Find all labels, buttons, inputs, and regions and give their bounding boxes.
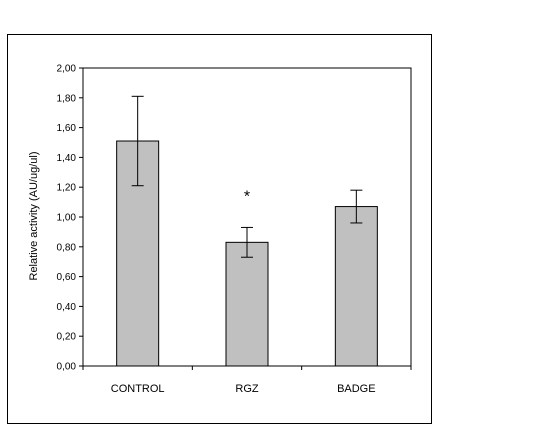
y-tick-label: 0,20 [57, 332, 77, 343]
bar-rgz [225, 241, 269, 367]
y-axis-label: Relative activity (AU/ug/ul) [28, 152, 40, 281]
y-tick-label: 1,20 [57, 183, 77, 194]
x-tick-label: RGZ [235, 383, 259, 395]
y-tick-label: 0,40 [57, 302, 77, 313]
x-tick-label: BADGE [337, 383, 376, 395]
bar-badge [334, 206, 378, 367]
significance-marker: * [244, 188, 250, 205]
x-tick-label: CONTROL [111, 383, 165, 395]
y-tick-label: 2,00 [57, 64, 77, 75]
y-tick-label: 0,60 [57, 272, 77, 283]
y-tick-label: 1,40 [57, 153, 77, 164]
y-tick-label: 1,00 [57, 213, 77, 224]
y-tick-label: 0,00 [57, 362, 77, 373]
y-tick-label: 1,80 [57, 93, 77, 104]
y-tick-label: 0,80 [57, 242, 77, 253]
plot-area: 0,00 0,20 0,40 0,60 0,80 1,00 1,20 1,40 1,60 1,80… [57, 64, 412, 395]
y-tick-label: 1,60 [57, 123, 77, 134]
